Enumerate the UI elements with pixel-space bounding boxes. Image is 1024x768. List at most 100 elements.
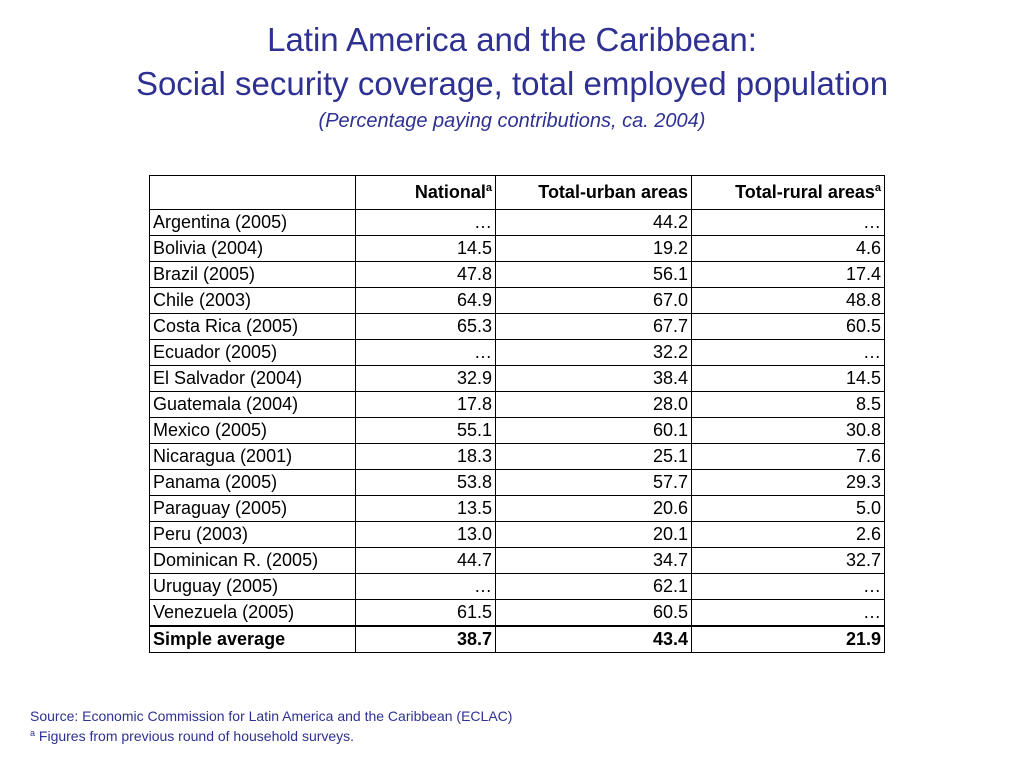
country-cell: Chile (2003) — [149, 287, 356, 314]
average-rural: 21.9 — [691, 625, 885, 653]
urban-cell: 32.2 — [495, 339, 692, 366]
header-rural-note: a — [874, 182, 881, 194]
urban-cell: 67.0 — [495, 287, 692, 314]
country-cell: Panama (2005) — [149, 469, 356, 496]
table-body: Argentina (2005)… 44.2… Bolivia (2004) 14.5… — [149, 209, 885, 627]
country-cell: Ecuador (2005) — [149, 339, 356, 366]
country-cell: Mexico (2005) — [149, 417, 356, 444]
urban-cell: 19.2 — [495, 235, 692, 262]
country-cell: Uruguay (2005) — [149, 573, 356, 600]
table-row: Brazil (2005) 47.8 56.1 17.4 — [149, 261, 885, 288]
table-row: Argentina (2005)… 44.2… — [149, 209, 885, 236]
country-cell: Peru (2003) — [149, 521, 356, 548]
rural-cell: 7.6 — [691, 443, 885, 470]
country-cell: Dominican R. (2005) — [149, 547, 356, 574]
national-cell: 17.8 — [355, 391, 496, 418]
table-row: Venezuela (2005) 61.5 60.5… — [149, 599, 885, 627]
national-cell: 47.8 — [355, 261, 496, 288]
table-row: Guatemala (2004) 17.8 28.0 8.5 — [149, 391, 885, 418]
header-national-label: National — [414, 182, 486, 202]
coverage-table: Nationala Total-urban areas Total-rural … — [149, 175, 885, 653]
rural-cell: 30.8 — [691, 417, 885, 444]
country-cell: Bolivia (2004) — [149, 235, 356, 262]
table-row: Nicaragua (2001) 18.3 25.1 7.6 — [149, 443, 885, 470]
title-block: Latin America and the Caribbean: Social … — [0, 18, 1024, 134]
table-row: Costa Rica (2005) 65.3 67.7 60.5 — [149, 313, 885, 340]
urban-cell: 62.1 — [495, 573, 692, 600]
country-cell: El Salvador (2004) — [149, 365, 356, 392]
rural-cell: 48.8 — [691, 287, 885, 314]
table-row: El Salvador (2004) 32.9 38.4 14.5 — [149, 365, 885, 392]
urban-cell: 38.4 — [495, 365, 692, 392]
header-corner-cell — [149, 175, 356, 210]
rural-cell: 8.5 — [691, 391, 885, 418]
footnote-marker: a — [30, 728, 36, 738]
national-cell: 13.0 — [355, 521, 496, 548]
rural-cell: 2.6 — [691, 521, 885, 548]
source-note: Source: Economic Commission for Latin Am… — [30, 708, 513, 724]
table-row: Peru (2003) 13.0 20.1 2.6 — [149, 521, 885, 548]
average-row: Simple average 38.7 43.4 21.9 — [149, 625, 885, 653]
average-national: 38.7 — [355, 625, 496, 653]
page-subtitle: (Percentage paying contributions, ca. 20… — [318, 110, 706, 132]
rural-cell: … — [691, 599, 885, 627]
urban-cell: 44.2 — [495, 209, 692, 236]
footnote-a: a Figures from previous round of househo… — [30, 726, 512, 746]
table-row: Dominican R. (2005) 44.7 34.7 32.7 — [149, 547, 885, 574]
country-cell: Venezuela (2005) — [149, 599, 356, 627]
rural-cell: 4.6 — [691, 235, 885, 262]
table-row: Bolivia (2004) 14.5 19.2 4.6 — [149, 235, 885, 262]
national-cell: … — [355, 573, 496, 600]
national-cell: 64.9 — [355, 287, 496, 314]
header-national: Nationala — [355, 175, 496, 210]
country-cell: Argentina (2005) — [149, 209, 356, 236]
national-cell: … — [355, 209, 496, 236]
country-cell: Paraguay (2005) — [149, 495, 356, 522]
rural-cell: 29.3 — [691, 469, 885, 496]
urban-cell: 60.5 — [495, 599, 692, 627]
national-cell: 55.1 — [355, 417, 496, 444]
table-row: Ecuador (2005)… 32.2… — [149, 339, 885, 366]
urban-cell: 25.1 — [495, 443, 692, 470]
table-row: Uruguay (2005)… 62.1… — [149, 573, 885, 600]
national-cell: … — [355, 339, 496, 366]
urban-cell: 20.1 — [495, 521, 692, 548]
rural-cell: 14.5 — [691, 365, 885, 392]
country-cell: Guatemala (2004) — [149, 391, 356, 418]
header-rural: Total-rural areasa — [691, 175, 885, 210]
table-header-row: Nationala Total-urban areas Total-rural … — [149, 175, 885, 210]
footnote-text: Figures from previous round of household… — [35, 728, 355, 744]
table-row: Panama (2005) 53.8 57.7 29.3 — [149, 469, 885, 496]
rural-cell: … — [691, 209, 885, 236]
urban-cell: 67.7 — [495, 313, 692, 340]
rural-cell: 5.0 — [691, 495, 885, 522]
urban-cell: 28.0 — [495, 391, 692, 418]
table-row: Chile (2003) 64.9 67.0 48.8 — [149, 287, 885, 314]
page-title-line-1: Latin America and the Caribbean: — [267, 21, 757, 58]
table-row: Mexico (2005) 55.1 60.1 30.8 — [149, 417, 885, 444]
national-cell: 53.8 — [355, 469, 496, 496]
national-cell: 61.5 — [355, 599, 496, 627]
national-cell: 18.3 — [355, 443, 496, 470]
rural-cell: 60.5 — [691, 313, 885, 340]
table-row: Paraguay (2005) 13.5 20.6 5.0 — [149, 495, 885, 522]
rural-cell: … — [691, 339, 885, 366]
national-cell: 65.3 — [355, 313, 496, 340]
country-cell: Costa Rica (2005) — [149, 313, 356, 340]
average-label: Simple average — [149, 625, 356, 653]
urban-cell: 56.1 — [495, 261, 692, 288]
header-national-note: a — [485, 182, 492, 194]
urban-cell: 57.7 — [495, 469, 692, 496]
country-cell: Nicaragua (2001) — [149, 443, 356, 470]
national-cell: 13.5 — [355, 495, 496, 522]
header-rural-label: Total-rural areas — [735, 182, 875, 202]
header-urban: Total-urban areas — [495, 175, 692, 210]
country-cell: Brazil (2005) — [149, 261, 356, 288]
national-cell: 44.7 — [355, 547, 496, 574]
rural-cell: 17.4 — [691, 261, 885, 288]
urban-cell: 20.6 — [495, 495, 692, 522]
urban-cell: 34.7 — [495, 547, 692, 574]
page-title-line-2: Social security coverage, total employed… — [135, 65, 889, 102]
rural-cell: … — [691, 573, 885, 600]
national-cell: 32.9 — [355, 365, 496, 392]
